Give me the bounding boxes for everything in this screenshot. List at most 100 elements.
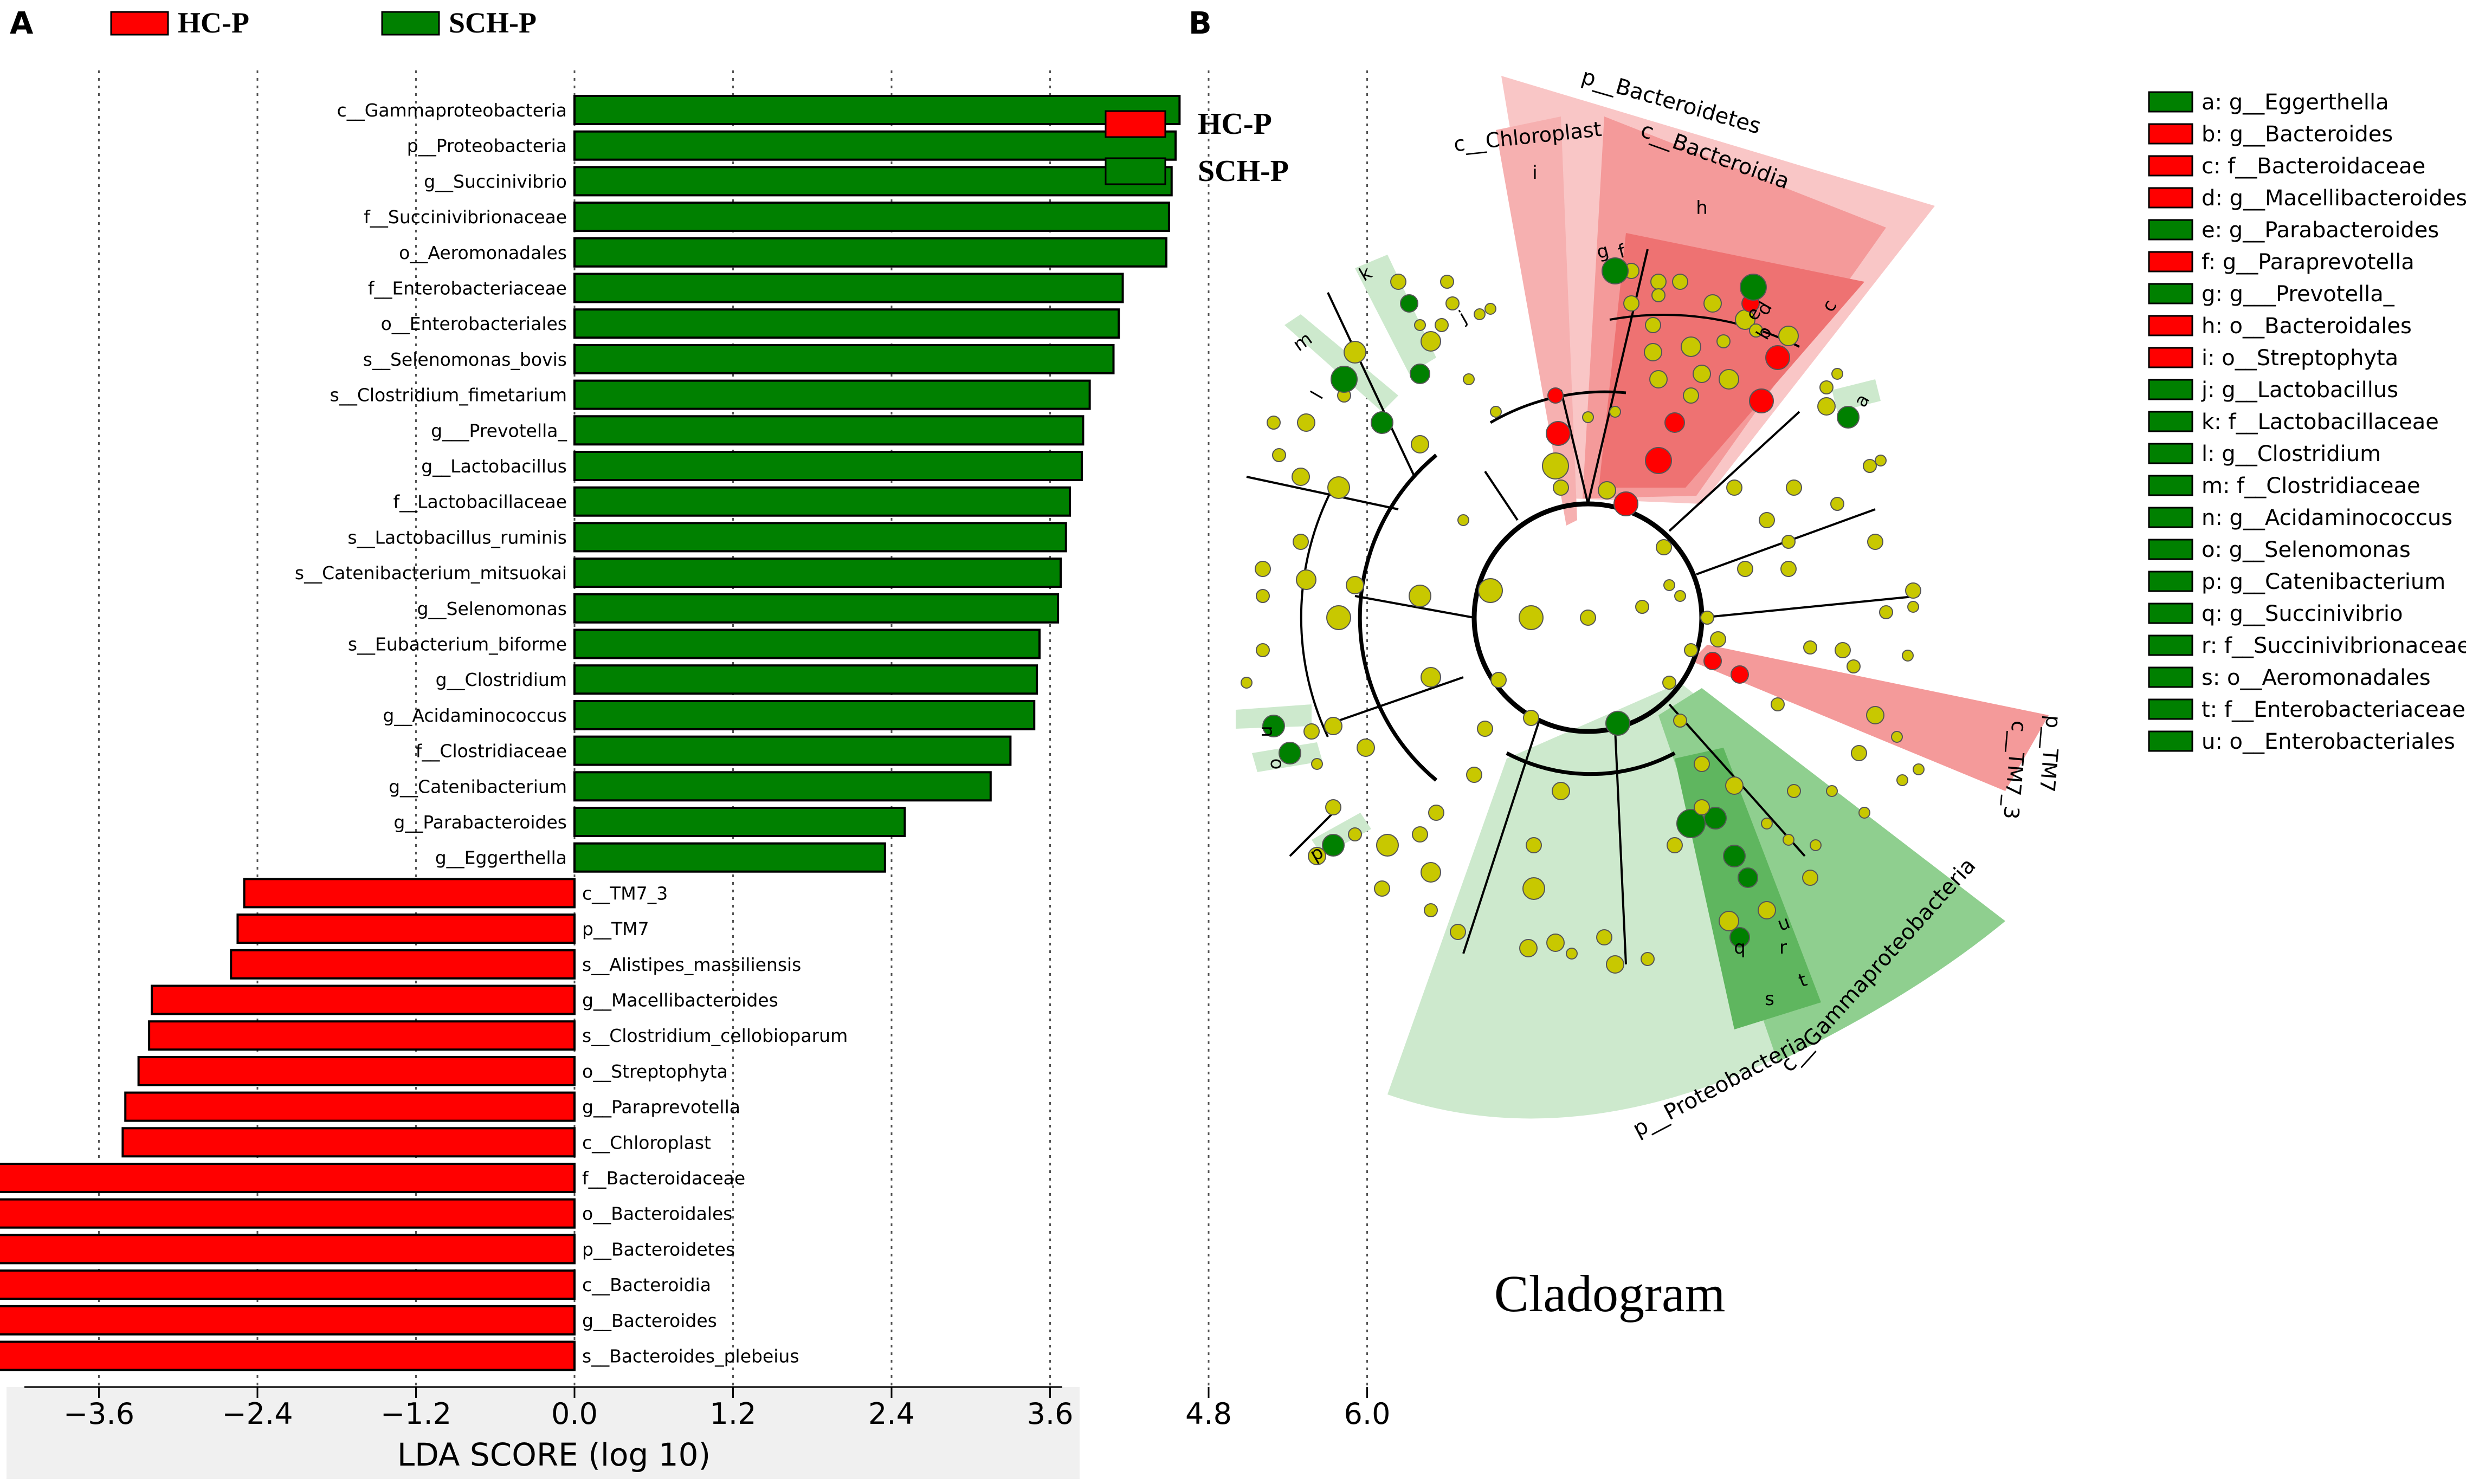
clado-node [1725,776,1744,795]
key-entry: p: g__Catenibacterium [2202,569,2445,594]
clado-node [1421,667,1441,688]
key-entry: i: o__Streptophyta [2202,346,2398,371]
clado-node [1649,370,1668,388]
clado-node [1327,476,1350,499]
key-swatch [2148,283,2193,304]
clado-node [1602,257,1629,284]
clado-node [1662,676,1676,690]
bar-s-selenomonas-bovis [573,344,1115,374]
clado-node [1424,903,1438,917]
clado-node [1293,534,1309,550]
clado-node [1552,782,1570,800]
bar-s-eubacterium-biforme [573,628,1041,659]
bar-p-bacteroidetes [0,1234,576,1265]
clado-node [1553,479,1569,496]
clado-node [1761,818,1773,830]
bar-label: g__Parabacteroides [393,812,567,833]
node-letter: j [1455,307,1471,328]
clado-node [1546,421,1571,446]
clado-node [1650,274,1667,290]
key-entry: r: f__Succinivibrionaceae [2202,633,2466,658]
clado-node [1651,288,1665,302]
ring-bacteroidia [1609,314,1800,348]
bar-f-enterobacteriaceae [573,273,1124,303]
clado-legend-hcp-swatch [1105,110,1166,138]
clado-node [1674,590,1686,602]
clado-node [1435,318,1449,332]
key-entry: j: g__Lactobacillus [2201,378,2398,403]
clado-node [1484,303,1496,315]
clado-node [1311,758,1323,770]
clado-node [1325,799,1341,815]
clado-node [1858,807,1870,819]
key-entry: n: g__Acidaminococcus [2202,506,2452,530]
bar-c-gammaproteobacteria [573,95,1181,125]
key-swatch [2148,539,2193,560]
key-swatch [2148,251,2193,273]
legend-hcp-swatch [110,11,169,36]
ring-bacilli [1300,476,1340,737]
clado-node [1371,411,1393,434]
key-entry: e: g__Parabacteroides [2202,218,2439,243]
bar-label: g__Paraprevotella [582,1097,740,1118]
clado-node [1719,911,1739,931]
clado-node [1765,345,1790,370]
clado-node [1412,826,1428,843]
ring-proteobacteria [1506,751,1676,776]
clado-node [1902,650,1914,662]
key-swatch [2148,634,2193,656]
cladogram-panel: B HC-P SCH-P [1105,6,2466,1323]
clado-node [1673,714,1687,728]
node-letter: n [1257,725,1279,737]
x-axis-title: LDA SCORE (log 10) [397,1436,711,1473]
clado-node [1598,481,1616,500]
key-swatch [2148,602,2193,624]
clado-node [1672,274,1688,290]
bar-label: g__Catenibacterium [389,776,567,797]
key-swatch [2148,123,2193,145]
clado-node [1344,341,1366,364]
clado-node [1749,388,1774,413]
bar-s-catenibacterium-mitsuokai [573,558,1062,588]
clado-node [1778,326,1799,346]
clado-node [1831,368,1843,380]
clado-node [1474,308,1486,320]
clado-node [1322,834,1345,857]
clado-node [1802,870,1818,886]
key-entry: l: g__Clostridium [2202,442,2381,466]
clado-node [1737,561,1753,577]
bar-o-streptophyta [137,1055,576,1086]
bar-label: o__Streptophyta [582,1061,728,1082]
clado-node [1676,809,1706,838]
bar-label: g__Macellibacteroides [582,990,778,1011]
bar-label: p__Proteobacteria [407,135,567,157]
clado-node [1830,497,1844,511]
bars: c__Gammaproteobacteria p__Proteobacteriag… [0,95,1181,1371]
bar-c-tm7-3 [243,878,576,909]
clado-node [1786,479,1802,496]
x-tick-label: −1.2 [380,1397,451,1431]
clado-node [1376,834,1399,857]
clado-node [1255,561,1271,577]
key-swatch [2148,411,2193,432]
node-letter: r [1779,937,1787,958]
clado-node [1477,721,1493,737]
clado-node [1704,807,1727,830]
clado-node [1837,406,1860,429]
clado-legend-hcp-label: HC-P [1198,107,1272,141]
clado-node [1693,365,1711,383]
clado-node [1663,579,1675,591]
clado-node [1440,275,1454,289]
clado-legend-schp-label: SCH-P [1198,154,1289,188]
bar-label: s__Selenomonas_bovis [363,349,567,370]
clado-node [1703,294,1722,313]
x-tick-label: 1.2 [710,1397,757,1431]
bar-g-lactobacillus [573,451,1083,481]
bar-label: c__TM7_3 [582,883,668,904]
legend-hcp-label: HC-P [178,7,249,39]
key-entry: h: o__Bacteroidales [2202,314,2412,339]
key-swatch [2148,347,2193,368]
bar-g-parabacteroides [573,807,906,837]
key-entry: k: f__Lactobacillaceae [2202,410,2439,435]
clado-node [1684,643,1698,657]
